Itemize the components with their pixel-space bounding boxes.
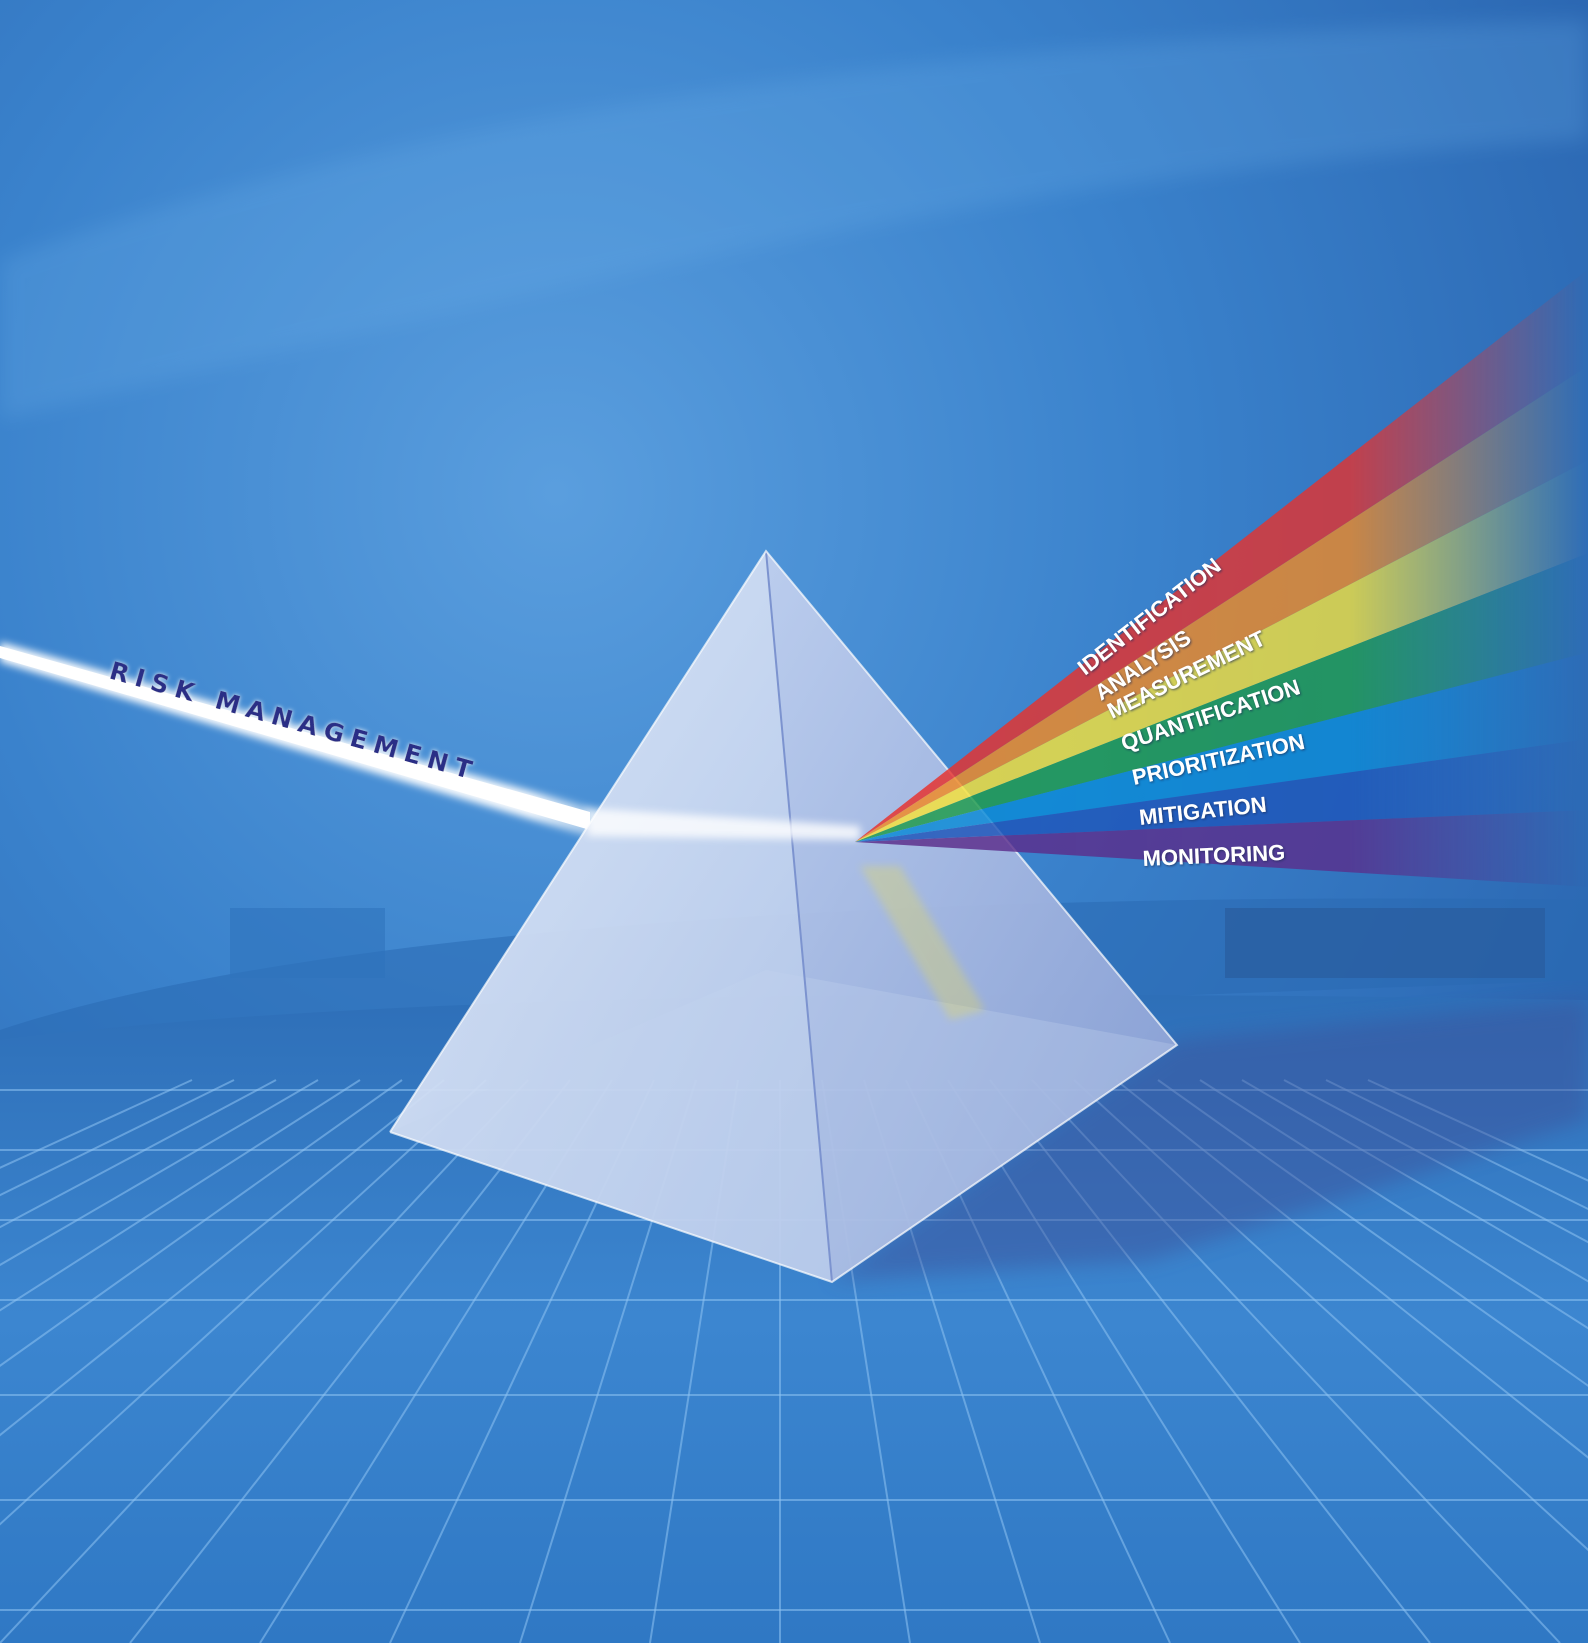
- background-light-sweep: [0, 20, 1588, 420]
- floor-grid: [0, 1079, 1588, 1643]
- prism-edge-front: [765, 550, 833, 1283]
- prism-face-left: [390, 551, 832, 1282]
- prism-edge-outline: [389, 549, 1179, 1284]
- prism-back-face: [390, 970, 1177, 1282]
- spectrum-fan: [855, 269, 1588, 887]
- input-beam-core: [0, 646, 590, 830]
- spectrum-band-red: [855, 269, 1588, 842]
- spectrum-band-indigo: [855, 738, 1588, 842]
- floor-grid-column-line: [1325, 1079, 1588, 1211]
- spectrum-band-blue: [855, 652, 1588, 842]
- floor-grid-column-line: [0, 1079, 529, 1643]
- spectrum-label-monitoring: MONITORING: [1142, 840, 1286, 871]
- prism-internal-beam: [585, 808, 860, 840]
- spectrum-band-violet: [855, 809, 1588, 887]
- spectrum-band-yellow: [855, 460, 1588, 842]
- floor-grid-column-line: [1283, 1079, 1588, 1244]
- spectrum-band-green: [855, 553, 1588, 842]
- floor-grid-column-line: [0, 1079, 277, 1229]
- horizon-block-right: [1225, 908, 1545, 978]
- floor-grid-column-line: [0, 1079, 445, 1437]
- prism-internal-refraction: [860, 866, 985, 1020]
- floor-grid-column-line: [0, 1079, 403, 1367]
- floor-grid-column-line: [0, 1079, 319, 1267]
- prism-face-right: [766, 551, 1177, 1282]
- floor-grid-column-line: [0, 1079, 361, 1312]
- floor-grid-column-line: [129, 1079, 571, 1643]
- floor-grid-column-line: [0, 1079, 487, 1526]
- prism-shadow: [830, 1000, 1588, 1280]
- prism: [389, 549, 1179, 1284]
- horizon-block-left: [230, 908, 385, 978]
- floor-grid-column-line: [1367, 1079, 1588, 1182]
- spectrum-band-orange: [855, 365, 1588, 842]
- floor-grid-column-line: [0, 1079, 235, 1197]
